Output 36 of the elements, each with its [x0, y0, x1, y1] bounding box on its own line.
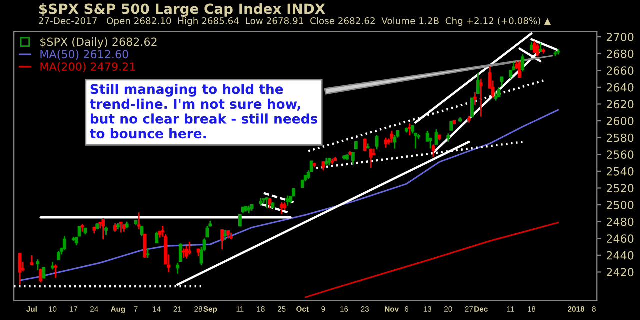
y-tick-label: 2680 [606, 50, 634, 58]
candlestick [238, 214, 242, 227]
candlestick [271, 202, 275, 210]
candlestick [470, 98, 474, 118]
annotation: Still managing to hold the trend-line. I'm not sure how, but no clear break - still needs to bounce here. [90, 84, 318, 139]
y-tick-label: 2580 [606, 134, 634, 142]
candlestick [452, 120, 456, 126]
y-tick-label: 2640 [606, 83, 634, 92]
candlestick [178, 242, 182, 262]
candlestick [96, 222, 100, 230]
y-tick-label: 2520 [606, 184, 634, 193]
candlestick [354, 140, 358, 150]
y-tick-label: 2480 [606, 218, 634, 226]
line-series [304, 222, 560, 298]
legend-label: $SPX (Daily) 2682.62 [40, 38, 157, 48]
candlestick [42, 266, 46, 279]
legend-label: MA(200) 2479.21 [40, 62, 136, 72]
y-tick-label: 2460 [606, 234, 634, 244]
candlestick [143, 234, 147, 259]
line-series [19, 109, 560, 282]
candlestick [54, 264, 58, 279]
y-tick-label: 2620 [606, 100, 634, 109]
candlestick [78, 226, 82, 237]
chart-title: $SPX S&P 500 Large Cap Index INDX [39, 3, 326, 18]
y-tick-label: 2540 [606, 167, 634, 176]
candlestick [363, 138, 367, 152]
y-tick-label: 2700 [606, 33, 634, 42]
legend-label: MA(50) 2612.60 [40, 50, 128, 60]
y-tick-label: 2440 [606, 251, 634, 260]
y-tick-label: 2560 [606, 150, 634, 160]
y-tick-label: 2660 [606, 66, 634, 76]
candlestick [450, 120, 454, 131]
chart-subtitle: 27-Dec-2017 Open 2682.10 High 2685.64 Low 2678.91 Close 2682.62 Volume 1.2B Chg +2.12 (+0.08%) ▲ [39, 17, 552, 26]
y-tick-label: 2420 [606, 268, 634, 277]
y-tick-label: 2600 [606, 117, 634, 126]
y-tick-label: 2500 [606, 201, 634, 210]
